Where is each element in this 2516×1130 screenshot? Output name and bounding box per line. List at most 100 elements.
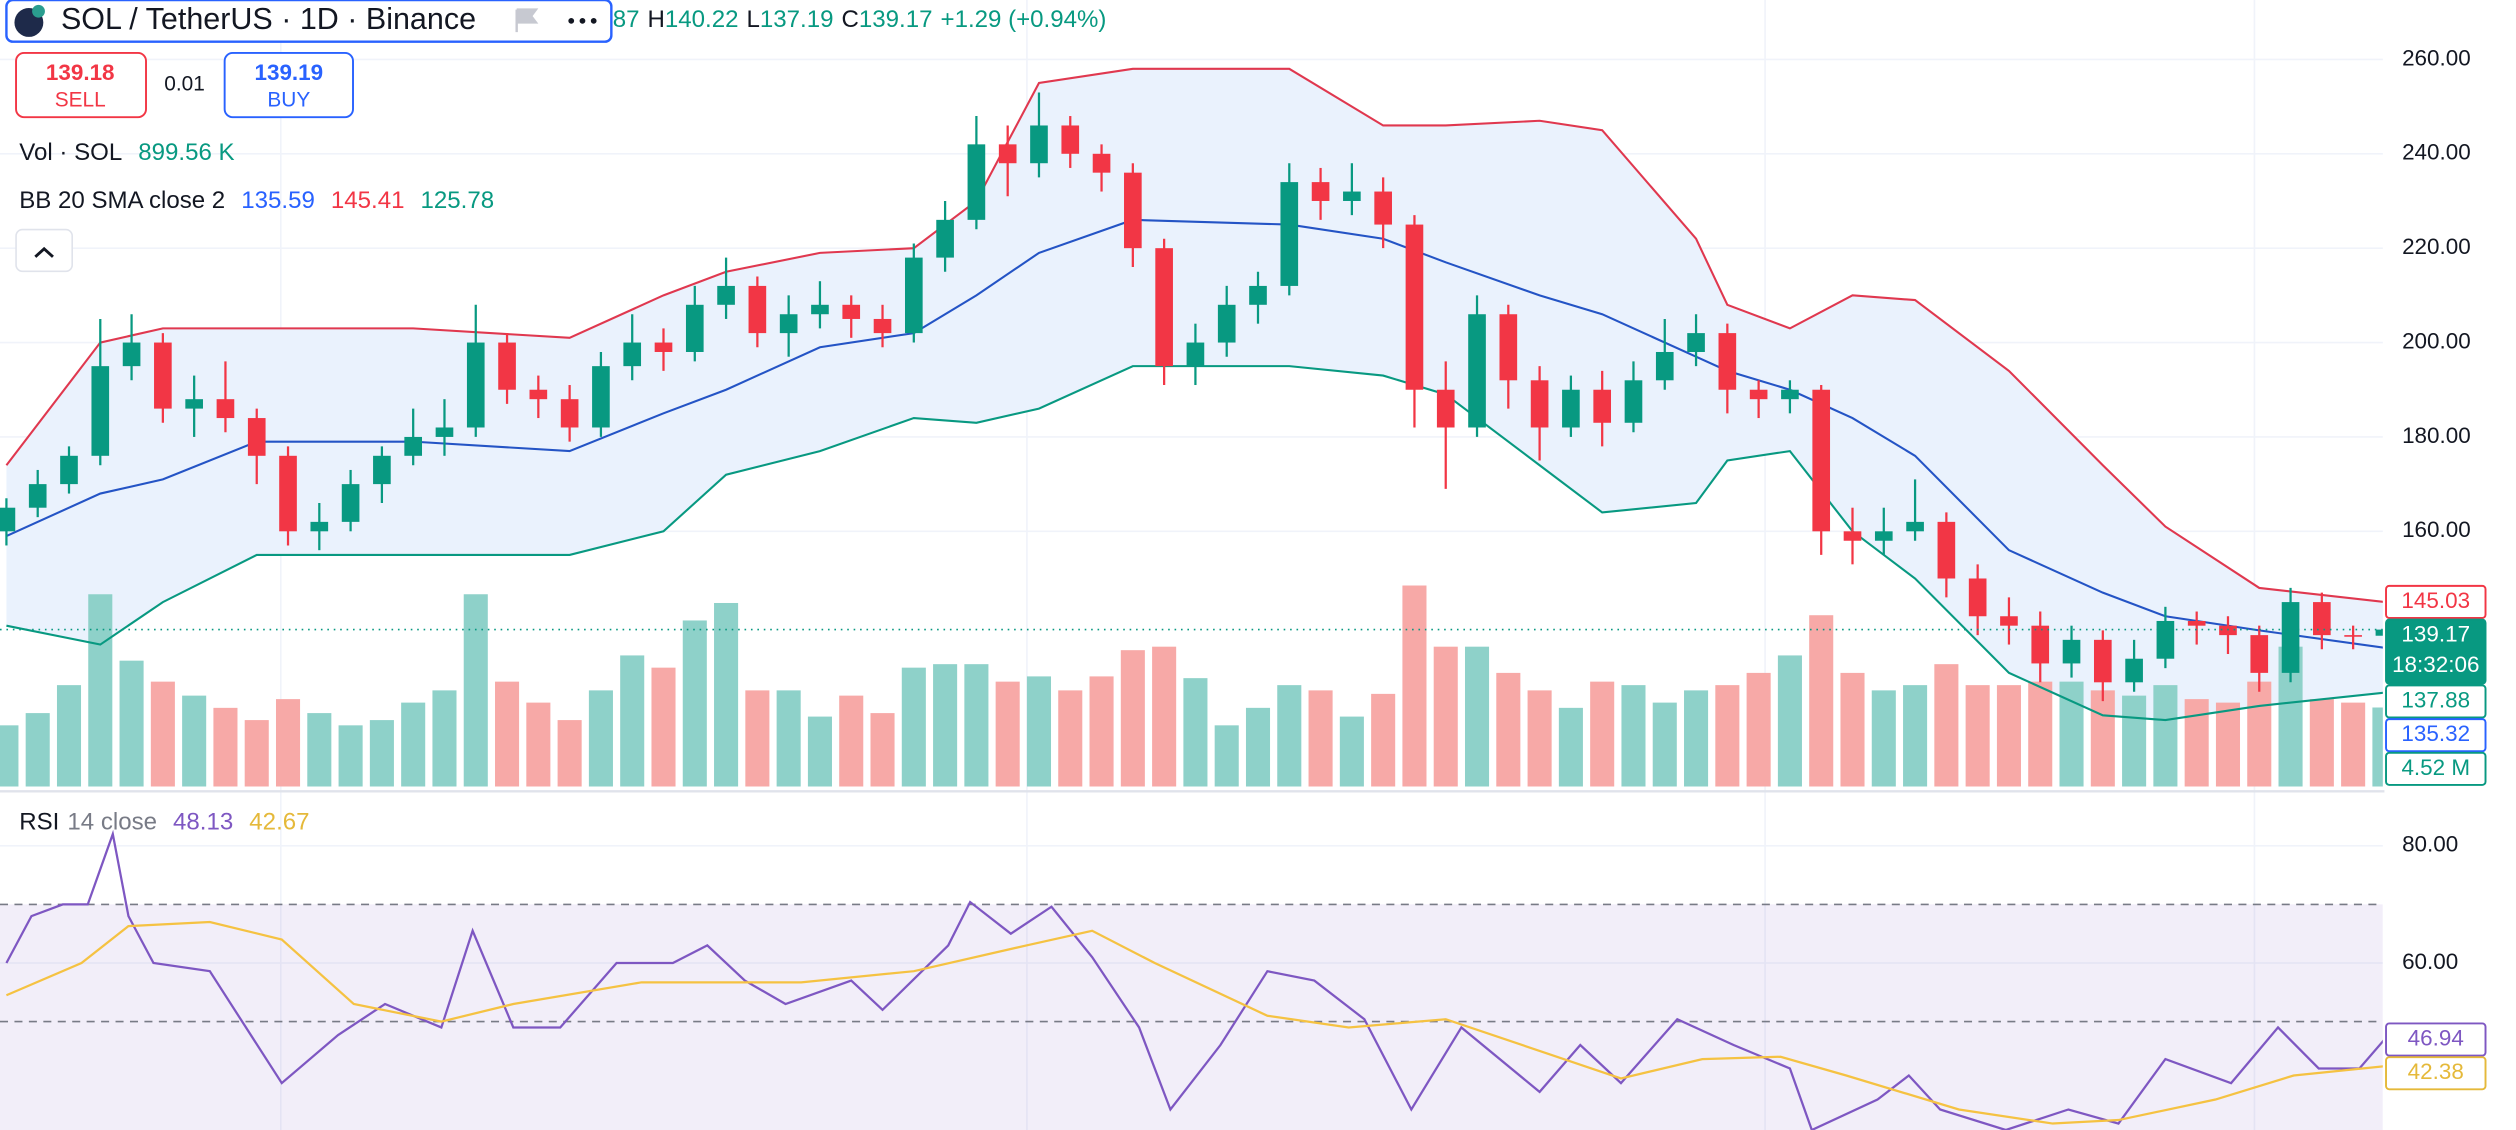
price-label: 137.88 (2401, 687, 2470, 712)
volume-legend: Vol · SOL 899.56 K (19, 139, 234, 166)
volume-bar (1746, 672, 1771, 787)
legend-value: 48.13 (173, 809, 233, 836)
volume-bar (88, 594, 113, 787)
y-tick-label: 200.00 (2402, 328, 2471, 353)
ohlc-value: 137.19 (760, 6, 834, 33)
price-label-box (2385, 584, 2487, 619)
volume-bar (2247, 681, 2272, 787)
volume-bar (1934, 664, 1959, 787)
logo-badge (32, 4, 45, 18)
symbol-title: SOL / TetherUS · 1D · Binance (61, 2, 476, 36)
sell-label: SELL (55, 89, 106, 112)
volume-bar (0, 725, 19, 787)
price-label: 139.17 (2401, 622, 2470, 647)
volume-bar (1245, 707, 1271, 787)
candle-body (1655, 351, 1674, 381)
volume-bar (56, 685, 82, 787)
candle-body (1061, 125, 1080, 154)
candle-body (2156, 620, 2175, 659)
volume-bar (369, 720, 394, 787)
volume-bar (588, 690, 613, 787)
candle-body (873, 318, 892, 334)
candle-body (2125, 658, 2143, 683)
candle-body (1687, 333, 1705, 352)
candle-body (842, 304, 861, 319)
y-tick-label: 80.00 (2402, 832, 2458, 857)
volume-bar (2059, 681, 2084, 787)
y-tick-label: 180.00 (2402, 423, 2471, 448)
candle-body (1749, 389, 1768, 400)
legend-value: 135.59 (241, 188, 315, 215)
candle-body (0, 507, 16, 532)
ohlc-value: 139.17 (859, 6, 933, 33)
candle-body (1812, 389, 1831, 532)
candle-body (1781, 389, 1799, 400)
volume-bar (119, 660, 144, 787)
candle-body (1718, 333, 1737, 390)
volume-bar (526, 702, 551, 787)
candle-body (904, 257, 923, 334)
candle-body (498, 342, 516, 390)
volume-bar (745, 690, 770, 787)
flag-icon[interactable] (515, 8, 539, 33)
y-tick-label: 240.00 (2402, 140, 2471, 165)
volume-bar (1371, 693, 1396, 787)
symbol-box[interactable] (5, 0, 613, 43)
volume-bar (1871, 690, 1896, 787)
y-tick-label: 160.00 (2402, 517, 2471, 542)
ohlc-value: 140.22 (665, 6, 739, 33)
price-axis: 160.00 180.00 200.00 220.00 240.00 260.00 145.… (2385, 45, 2487, 1091)
candle-body (1593, 389, 1612, 423)
buy-label: BUY (267, 89, 310, 112)
bb-upper (5, 67, 2383, 603)
price-label-box (2385, 684, 2487, 719)
price-label: 135.32 (2401, 721, 2470, 746)
rsi-band (0, 904, 2383, 1130)
candle-body (435, 427, 454, 437)
candle-body (1343, 191, 1361, 201)
candle-body (1280, 182, 1299, 286)
volume-bar (714, 602, 739, 787)
volume-bar (557, 720, 582, 787)
countdown: 18:32:06 (2392, 652, 2479, 677)
candle-body (936, 219, 954, 258)
candle-body (2031, 625, 2050, 664)
volume-bar (1026, 676, 1052, 787)
rsi-label: 42.38 (2408, 1059, 2464, 1084)
candle-body (685, 304, 704, 352)
buy-price: 139.19 (254, 60, 323, 85)
volume-bar (463, 594, 488, 787)
volume-bar (25, 713, 50, 787)
sell-button[interactable] (15, 52, 147, 119)
rsi-label: 46.94 (2408, 1025, 2464, 1050)
volume-bar (1058, 690, 1083, 787)
more-icon[interactable] (568, 17, 597, 24)
volume-bar (150, 681, 175, 787)
candle-body (560, 399, 579, 428)
candle-body (60, 455, 78, 485)
y-tick-label: 220.00 (2402, 234, 2471, 259)
sell-price: 139.18 (46, 60, 115, 85)
candle-body (2313, 602, 2331, 636)
ohlc-key: L (747, 6, 760, 33)
candle-body (1937, 521, 1956, 579)
volume-bar (401, 702, 426, 787)
chevron-icon (34, 246, 54, 258)
candle-body (122, 342, 141, 367)
candle-body (1874, 531, 1893, 541)
volume-bar (2372, 707, 2383, 787)
price-label: 145.03 (2401, 588, 2470, 613)
rsi-line (5, 920, 2383, 1125)
candle-body (1155, 248, 1173, 367)
buy-button[interactable] (223, 52, 354, 119)
volume-bar (651, 667, 676, 787)
legend-value: 42.67 (249, 809, 309, 836)
volume-bar (1496, 672, 1521, 787)
change: +1.29 (+0.94%) (941, 6, 1107, 33)
volume-bar (244, 720, 269, 787)
volume-bar (1214, 725, 1239, 787)
candle-body (529, 389, 548, 400)
volume-bar (1308, 690, 1333, 787)
volume-bar (776, 690, 801, 787)
